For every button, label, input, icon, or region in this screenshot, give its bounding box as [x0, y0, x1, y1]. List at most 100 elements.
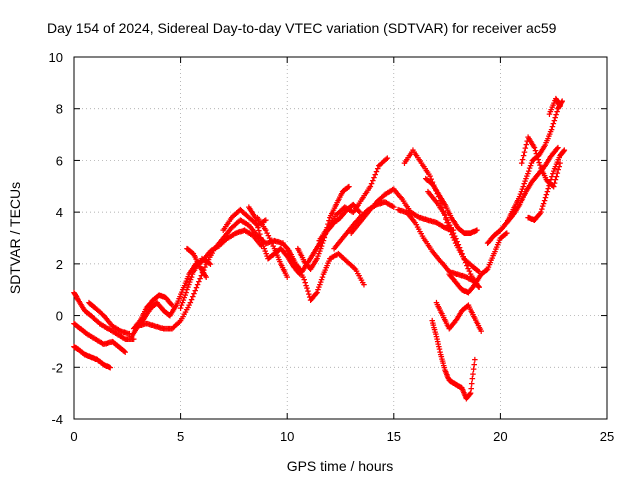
data-point: +	[542, 140, 548, 152]
data-point: +	[268, 236, 274, 248]
data-point: +	[252, 218, 258, 230]
data-point: +	[476, 322, 482, 334]
data-point: +	[303, 259, 309, 271]
data-point: +	[448, 226, 454, 238]
data-point: +	[485, 262, 491, 274]
data-point: +	[471, 226, 477, 238]
data-point: +	[369, 202, 375, 214]
data-point: +	[461, 389, 467, 401]
data-point: +	[540, 198, 546, 210]
data-point: +	[353, 203, 359, 215]
data-point: +	[188, 272, 194, 284]
data-point: +	[439, 206, 445, 218]
data-point: +	[551, 178, 557, 190]
data-point: +	[459, 285, 465, 297]
data-point: +	[358, 275, 364, 287]
data-point: +	[550, 148, 556, 160]
data-point: +	[518, 196, 524, 208]
data-point: +	[434, 188, 440, 200]
data-point: +	[523, 186, 529, 198]
data-point: +	[281, 248, 287, 260]
data-point: +	[272, 248, 278, 260]
data-point: +	[321, 231, 327, 243]
data-point: +	[149, 320, 155, 332]
data-point: +	[445, 265, 451, 277]
data-point: +	[187, 246, 193, 258]
data-point: +	[297, 269, 303, 281]
data-point: +	[389, 201, 395, 213]
data-point: +	[530, 175, 536, 187]
data-point: +	[406, 210, 412, 222]
data-point: +	[374, 164, 380, 176]
data-point: +	[425, 240, 431, 252]
data-point: +	[255, 214, 261, 226]
data-point: +	[451, 378, 457, 390]
data-point: +	[360, 192, 366, 204]
data-point: +	[359, 194, 365, 206]
data-point: +	[548, 175, 554, 187]
data-point: +	[275, 237, 281, 249]
data-point: +	[215, 239, 221, 251]
data-point: +	[409, 147, 415, 159]
data-point: +	[417, 156, 423, 168]
data-point: +	[245, 227, 251, 239]
data-point: +	[346, 202, 352, 214]
data-point: +	[337, 236, 343, 248]
data-point: +	[306, 255, 312, 267]
data-point: +	[298, 266, 304, 278]
data-point: +	[328, 221, 334, 233]
data-point: +	[378, 158, 384, 170]
data-point: +	[404, 154, 410, 166]
data-point: +	[82, 306, 88, 318]
data-point: +	[246, 202, 252, 214]
data-point: +	[155, 322, 161, 334]
data-point: +	[446, 375, 452, 387]
data-point: +	[339, 252, 345, 264]
data-point: +	[451, 317, 457, 329]
data-point: +	[506, 212, 512, 224]
data-point: +	[522, 143, 528, 155]
data-point: +	[357, 196, 363, 208]
data-point: +	[474, 265, 480, 277]
data-point: +	[441, 363, 447, 375]
data-point: +	[187, 274, 193, 286]
data-point: +	[363, 207, 369, 219]
data-point: +	[319, 238, 325, 250]
data-point: +	[134, 322, 140, 334]
data-point: +	[476, 272, 482, 284]
data-point: +	[553, 159, 559, 171]
data-point: +	[428, 244, 434, 256]
data-point: +	[182, 307, 188, 319]
data-point: +	[284, 244, 290, 256]
series-arc-5: ++++++++++++++++++++++++++++++++++++++++…	[128, 225, 264, 343]
data-point: +	[467, 269, 473, 281]
data-point: +	[423, 165, 429, 177]
data-point: +	[537, 208, 543, 220]
data-point: +	[186, 300, 192, 312]
data-point: +	[469, 261, 475, 273]
data-point: +	[247, 203, 253, 215]
data-point: +	[210, 244, 216, 256]
data-point: +	[184, 274, 190, 286]
data-point: +	[477, 271, 483, 283]
data-point: +	[287, 256, 293, 268]
data-point: +	[101, 360, 107, 372]
data-point: +	[73, 291, 79, 303]
data-point: +	[96, 318, 102, 330]
data-point: +	[328, 253, 334, 265]
data-point: +	[402, 207, 408, 219]
data-point: +	[95, 355, 101, 367]
data-point: +	[402, 198, 408, 210]
data-point: +	[549, 121, 555, 133]
data-point: +	[333, 250, 339, 262]
data-point: +	[449, 320, 455, 332]
data-point: +	[260, 236, 266, 248]
data-point: +	[381, 190, 387, 202]
data-point: +	[140, 314, 146, 326]
data-point: +	[311, 291, 317, 303]
data-point: +	[147, 298, 153, 310]
data-point: +	[324, 225, 330, 237]
data-point: +	[265, 237, 271, 249]
data-point: +	[169, 324, 175, 336]
data-point: +	[158, 323, 164, 335]
